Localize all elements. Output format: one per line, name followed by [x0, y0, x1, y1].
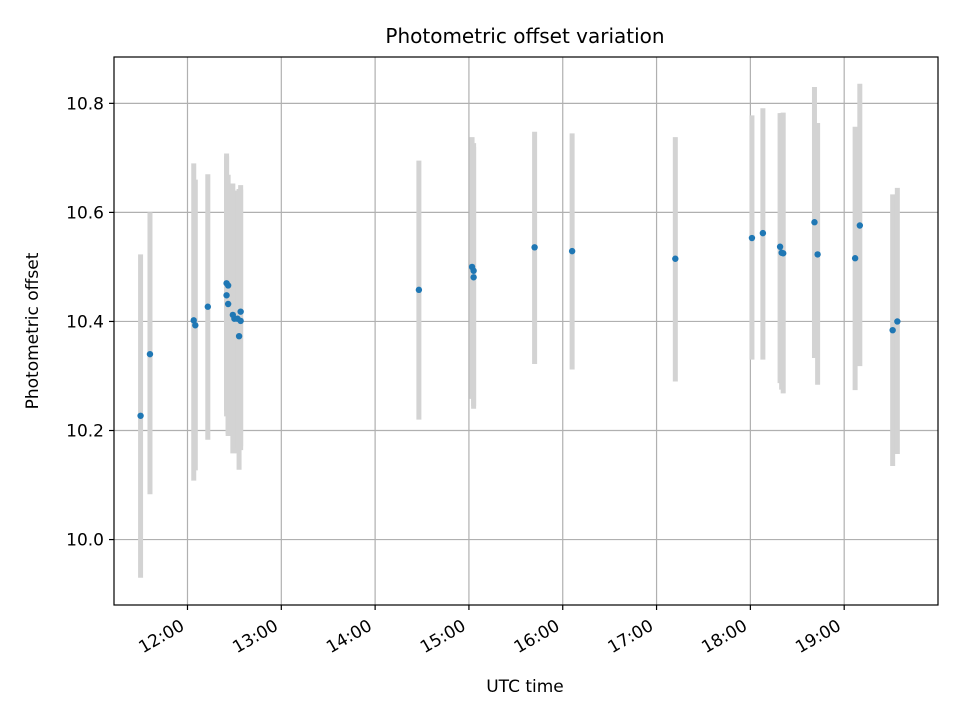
y-tick-label: 10.6	[66, 203, 104, 223]
y-tick-label: 10.2	[66, 422, 104, 442]
data-point	[889, 326, 896, 334]
data-point	[237, 308, 244, 315]
data-point	[146, 350, 154, 358]
y-tick-label: 10.0	[66, 531, 104, 551]
data-point	[814, 251, 821, 258]
data-point	[415, 286, 423, 294]
data-point	[894, 318, 901, 325]
data-point	[224, 282, 232, 289]
data-point	[470, 267, 477, 274]
data-point	[748, 234, 756, 242]
y-axis-label: Photometric offset	[23, 252, 43, 409]
data-point	[137, 412, 144, 419]
y-tick-label: 10.8	[66, 94, 104, 114]
x-axis-label: UTC time	[486, 677, 564, 697]
data-point	[237, 317, 244, 325]
plot-area-frame	[113, 56, 939, 606]
y-axis-ticks: 10.0 10.2 10.4 10.6 10.8	[66, 94, 114, 551]
data-point	[204, 303, 212, 310]
data-point	[531, 244, 538, 251]
data-point	[235, 332, 243, 340]
data-point	[759, 229, 767, 237]
data-point	[776, 243, 784, 250]
data-point	[811, 219, 818, 226]
data-point	[672, 255, 679, 262]
data-point	[223, 292, 230, 299]
data-point	[190, 317, 197, 324]
data-point	[224, 300, 232, 308]
data-point	[851, 255, 859, 262]
y-tick-label: 10.4	[66, 312, 104, 332]
grid	[114, 57, 938, 605]
data-points	[137, 219, 901, 419]
data-point	[568, 247, 576, 255]
data-point	[192, 322, 199, 329]
data-point	[470, 274, 477, 281]
data-point	[856, 222, 864, 229]
data-point	[780, 250, 787, 257]
chart-title: Photometric offset variation	[385, 24, 664, 48]
